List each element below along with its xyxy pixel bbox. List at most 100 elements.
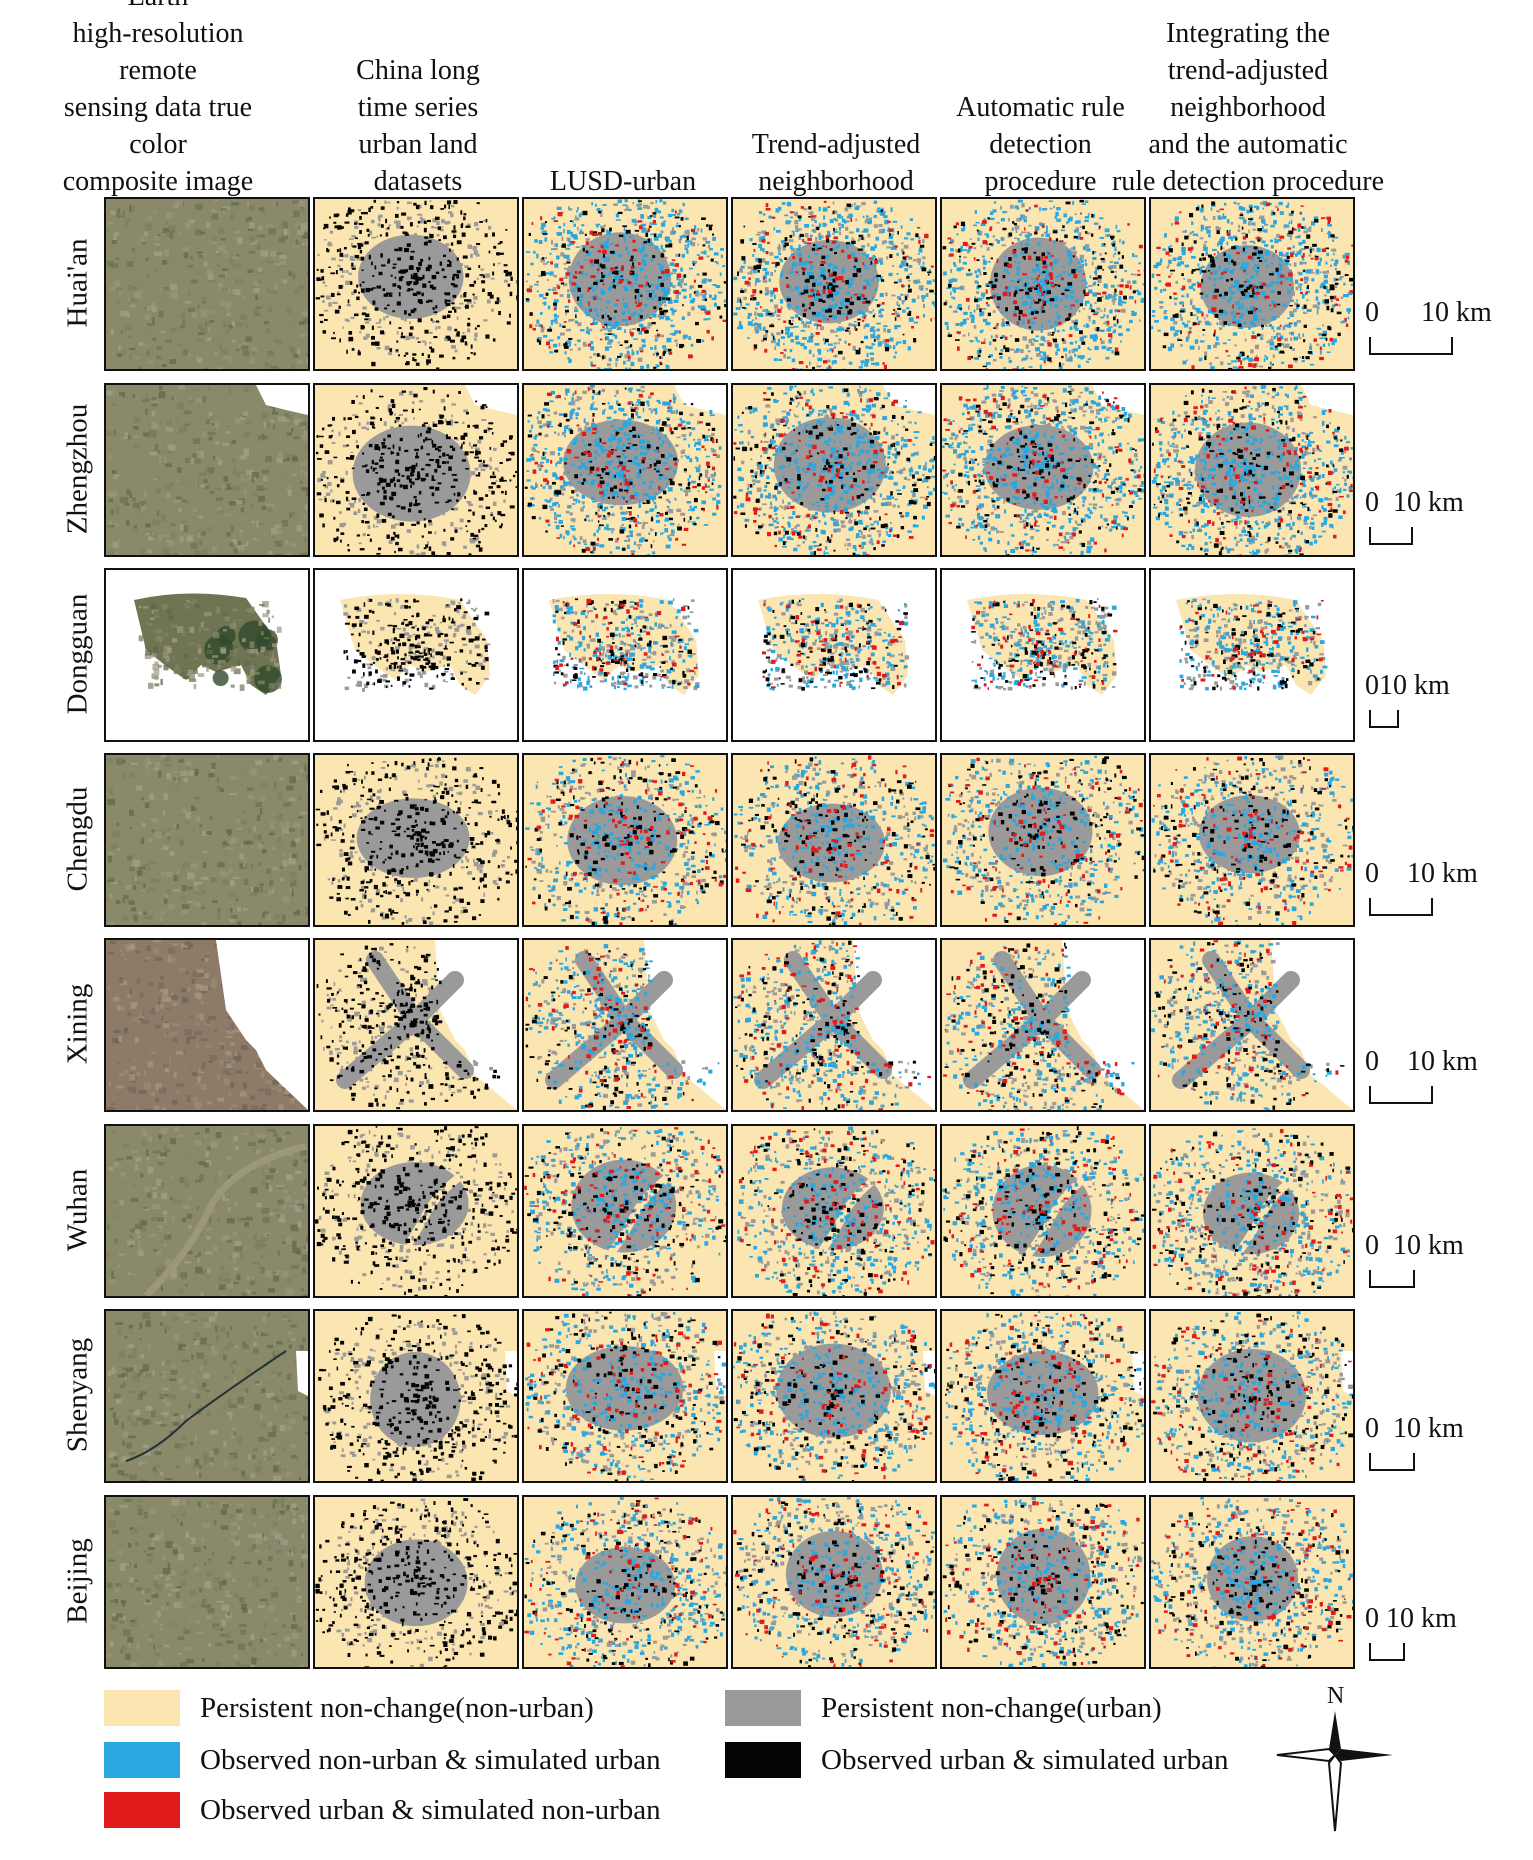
column-header-line: LUSD-urban xyxy=(510,163,736,200)
column-header-line: urban land xyxy=(313,126,523,163)
legend-swatch xyxy=(725,1742,801,1778)
row-label: Xining xyxy=(58,938,98,1110)
classification-map xyxy=(942,570,1144,740)
column-header-2: China long time series urban land datasets xyxy=(313,14,523,200)
classification-map xyxy=(315,1497,517,1667)
column-header-4: Trend-adjusted neighborhood xyxy=(731,14,941,200)
row-label: Wuhan xyxy=(58,1124,98,1296)
map-panel xyxy=(313,753,519,927)
scale-bar-label: 0 10 km xyxy=(1365,297,1492,329)
map-panel xyxy=(940,1495,1146,1669)
column-header-line: and the automatic xyxy=(1098,126,1398,163)
classification-map xyxy=(315,1126,517,1296)
map-panel xyxy=(522,568,728,742)
column-header-line: sensing data true color xyxy=(58,89,258,163)
classification-map xyxy=(524,940,726,1110)
classification-map xyxy=(315,1311,517,1481)
classification-map xyxy=(1151,1497,1353,1667)
scale-bar-label: 0 10 km xyxy=(1365,1230,1464,1262)
legend-item: Persistent non-change(urban) xyxy=(725,1690,1162,1726)
map-panel xyxy=(313,383,519,557)
map-panel xyxy=(940,938,1146,1112)
map-panel xyxy=(522,383,728,557)
classification-map xyxy=(1151,1311,1353,1481)
classification-map xyxy=(942,1126,1144,1296)
classification-map xyxy=(1151,940,1353,1110)
classification-map xyxy=(942,385,1144,555)
scale-bar-label: 0 10 km xyxy=(1365,1413,1464,1445)
column-header-line: neighborhood xyxy=(1098,89,1398,126)
classification-map xyxy=(524,1311,726,1481)
classification-map xyxy=(942,755,1144,925)
classification-map xyxy=(733,1497,935,1667)
classification-map xyxy=(315,755,517,925)
classification-map xyxy=(524,199,726,369)
map-panel xyxy=(940,383,1146,557)
scale-bar-line xyxy=(1369,1453,1415,1471)
classification-map xyxy=(315,385,517,555)
classification-map xyxy=(733,1311,935,1481)
scale-bar-line xyxy=(1369,1086,1433,1104)
classification-map xyxy=(733,940,935,1110)
map-panel xyxy=(313,938,519,1112)
scale-bar-line xyxy=(1369,1643,1405,1661)
map-panel xyxy=(940,568,1146,742)
column-header-line: detection xyxy=(928,126,1153,163)
row-label: Huai'an xyxy=(58,197,98,369)
classification-map xyxy=(942,199,1144,369)
satellite-image xyxy=(106,385,308,555)
classification-map xyxy=(524,1497,726,1667)
scale-bar-label: 0 10 km xyxy=(1365,1046,1478,1078)
city-name: Beijing xyxy=(62,1538,95,1623)
column-header-line: China long xyxy=(313,52,523,89)
column-header-line: neighborhood xyxy=(731,163,941,200)
column-header-line: rule detection procedure xyxy=(1098,163,1398,200)
legend-label: Observed non-urban & simulated urban xyxy=(200,1744,661,1777)
classification-map xyxy=(733,755,935,925)
column-header-6: Integrating the trend-adjusted neighborhoo… xyxy=(1098,14,1398,200)
map-panel xyxy=(731,197,937,371)
map-panel xyxy=(522,1124,728,1298)
satellite-image xyxy=(106,940,308,1110)
satellite-image xyxy=(106,1497,308,1667)
classification-map xyxy=(733,570,935,740)
legend-swatch xyxy=(104,1792,180,1828)
scale-bar-line xyxy=(1369,710,1399,728)
row-label: Dongguan xyxy=(58,568,98,740)
legend-item: Persistent non-change(non-urban) xyxy=(104,1690,594,1726)
satellite-image xyxy=(106,755,308,925)
map-panel xyxy=(1149,383,1355,557)
classification-map xyxy=(942,1311,1144,1481)
map-panel xyxy=(104,753,310,927)
row-label: Chengdu xyxy=(58,753,98,925)
map-panel xyxy=(731,1124,937,1298)
legend-item: Observed non-urban & simulated urban xyxy=(104,1742,661,1778)
satellite-image xyxy=(106,570,308,740)
map-panel xyxy=(731,753,937,927)
map-panel xyxy=(104,383,310,557)
map-panel xyxy=(940,1309,1146,1483)
classification-map xyxy=(942,1497,1144,1667)
map-panel xyxy=(731,383,937,557)
map-panel xyxy=(104,1495,310,1669)
satellite-image xyxy=(106,199,308,369)
legend-label: Persistent non-change(non-urban) xyxy=(200,1692,594,1725)
classification-map xyxy=(733,1126,935,1296)
legend-label: Persistent non-change(urban) xyxy=(821,1692,1162,1725)
map-panel xyxy=(1149,1495,1355,1669)
scale-bar-label: 0 10 km xyxy=(1365,858,1478,890)
column-header-5: Automatic rule detection procedure xyxy=(928,14,1153,200)
map-panel xyxy=(1149,568,1355,742)
classification-map xyxy=(315,199,517,369)
column-header-line: datasets xyxy=(313,163,523,200)
map-panel xyxy=(313,1124,519,1298)
classification-map xyxy=(942,940,1144,1110)
scale-bar-line xyxy=(1369,337,1453,355)
legend-label: Observed urban & simulated urban xyxy=(821,1744,1229,1777)
map-panel xyxy=(522,1309,728,1483)
classification-map xyxy=(315,570,517,740)
classification-map xyxy=(315,940,517,1110)
map-panel xyxy=(104,1309,310,1483)
satellite-image xyxy=(106,1126,308,1296)
map-panel xyxy=(522,197,728,371)
